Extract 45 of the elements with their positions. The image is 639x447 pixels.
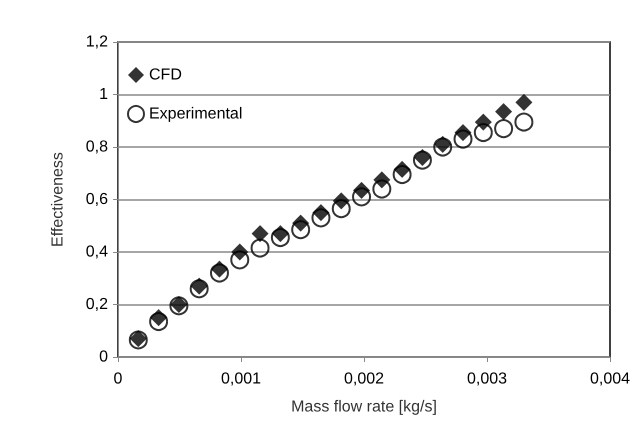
x-tick-label: 0 [114,370,123,388]
point [353,182,370,199]
point [514,112,534,132]
point [149,312,168,332]
y-tick-label: 0,2 [86,296,108,313]
y-tick-label: 0,4 [86,244,108,260]
point [250,238,270,258]
x-tick-label: 0,004 [590,370,630,388]
point [292,214,310,232]
point [272,225,289,242]
point [312,204,330,222]
point [474,123,493,142]
y-tick-label: 1,2 [86,34,108,50]
point [210,260,228,278]
point [190,279,209,298]
x-tick-label: 0,003 [466,370,508,388]
point [433,138,452,156]
point [454,124,472,142]
x-axis-title: Mass flow rate [kg/s] [291,398,437,416]
y-tick-label: 1 [99,86,108,103]
x-tick-label: 0,002 [344,370,384,388]
y-tick-label: 0,8 [86,138,108,156]
y-tick-label: 0,6 [86,191,108,208]
point [190,278,208,295]
point [372,180,392,198]
point [332,192,350,210]
point [515,94,532,111]
point [394,160,411,178]
x-tick-label: 0,001 [220,370,262,388]
y-tick-label: 0 [99,348,108,366]
point [270,228,290,248]
point [373,171,390,188]
point [252,225,269,242]
legend-label: Experimental [149,106,242,122]
point [150,309,168,326]
point [412,150,432,170]
point [495,103,512,120]
point [494,119,514,138]
point [474,114,492,131]
point [231,244,248,260]
y-axis-title: Effectiveness [50,152,66,247]
point [434,136,452,153]
point [210,264,229,282]
legend-label: CFD [149,66,182,84]
point [414,149,431,166]
